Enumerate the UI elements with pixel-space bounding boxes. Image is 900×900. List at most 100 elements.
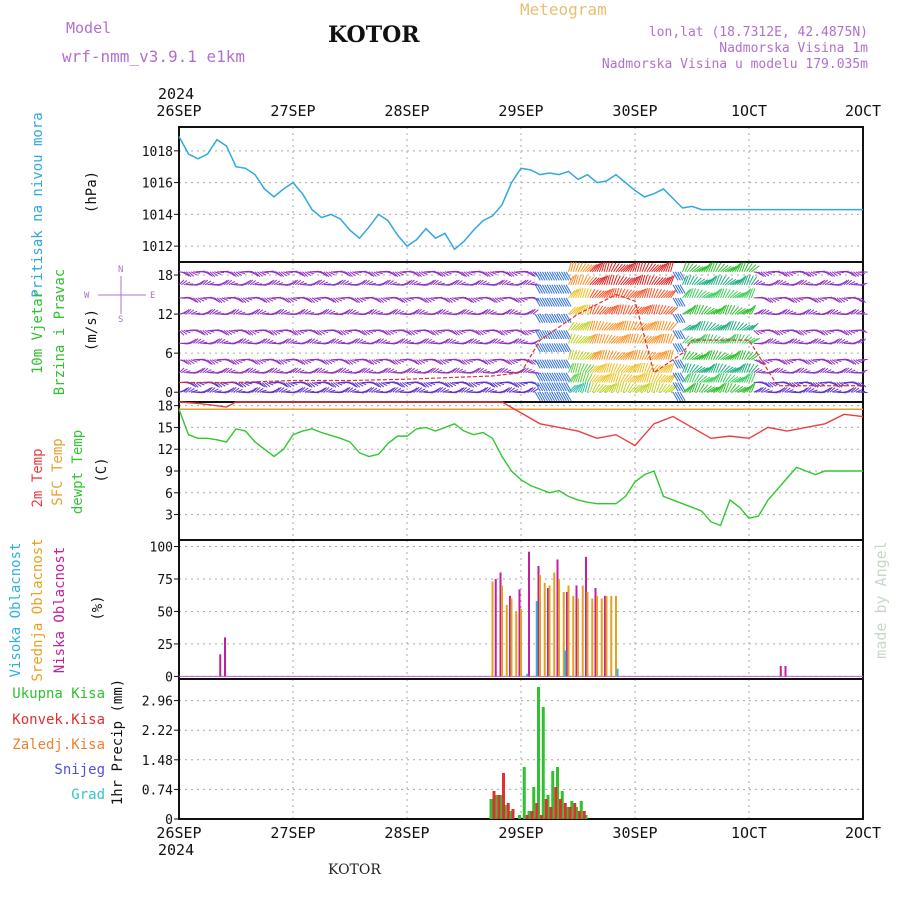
top-year-label: 2024 [158, 85, 194, 103]
bottom-time-tick: 29SEP [498, 824, 543, 842]
wind-barb [380, 339, 388, 344]
wind-barb [287, 382, 295, 387]
wind-barb [803, 329, 811, 334]
wind-barb [615, 321, 622, 331]
wind-barb [729, 305, 736, 315]
wind-barb [558, 359, 565, 369]
wind-barb [347, 271, 353, 278]
wind-barb [603, 373, 610, 383]
wind-barb [428, 329, 434, 336]
wind-barb [421, 271, 428, 275]
wind-barb [665, 374, 674, 383]
wind-barb [306, 382, 313, 388]
wind-barb [570, 306, 579, 315]
top-time-tick: 27SEP [270, 102, 315, 120]
wind-barb [273, 309, 281, 315]
wind-barb [601, 321, 608, 331]
wind-barb [686, 275, 692, 285]
wind-barb [280, 382, 288, 387]
wind-barb [608, 288, 614, 299]
wind-barb [724, 366, 734, 374]
wind-barb [715, 373, 721, 383]
wind-barb [456, 359, 464, 364]
wind-barb [366, 309, 373, 315]
wind-barb [378, 297, 384, 304]
wind-barb [708, 334, 714, 344]
wind-barb [717, 288, 723, 299]
wind-barb [276, 386, 282, 393]
wind-barb [696, 266, 706, 273]
wind-barb [684, 289, 691, 299]
wind-barb [670, 306, 679, 315]
wind-barb [786, 297, 794, 303]
wind-barb [290, 367, 297, 374]
wind-barb [432, 368, 440, 374]
wind-barb [658, 374, 666, 383]
wind-barb [435, 329, 443, 334]
wind-barb [560, 284, 567, 294]
wind-barb [655, 382, 661, 393]
wind-barb [682, 374, 689, 383]
wind-barb [485, 271, 491, 278]
wind-barb [724, 354, 735, 361]
wind-barb [204, 280, 212, 286]
wind-barb [572, 306, 581, 315]
wind-barb [686, 383, 694, 393]
wind-barb [610, 335, 619, 344]
wind-barb [340, 279, 346, 286]
wind-barb [242, 297, 250, 303]
wind-barb [482, 282, 490, 286]
wind-barb [190, 310, 198, 315]
wind-barb [413, 271, 420, 277]
wind-barb [211, 339, 219, 344]
wind-barb [684, 262, 690, 272]
wind-barb [385, 330, 392, 336]
wind-barb [497, 340, 504, 344]
wind-barb [553, 382, 560, 392]
wind-barb [774, 330, 781, 336]
wind-barb [589, 304, 594, 315]
wind-barb [760, 359, 767, 365]
wind-barb [591, 365, 600, 374]
wind-barb [796, 330, 802, 336]
wind-barb [392, 308, 399, 315]
footer-title: KOTOR [328, 862, 381, 878]
wind-barb [482, 308, 489, 315]
wind-barb [311, 329, 319, 335]
wind-barb [430, 279, 437, 286]
wind-barb [328, 338, 335, 344]
wind-barb [701, 366, 711, 374]
wind-barb [485, 308, 491, 315]
wind-barb [572, 362, 577, 373]
header-model-name: wrf-nmm_v3.9.1 e1km [62, 47, 246, 66]
wind-barb [290, 280, 297, 286]
wind-barb [523, 330, 529, 336]
wind-barb [544, 297, 551, 307]
wind-barb [432, 329, 439, 336]
wind-barb [397, 359, 405, 363]
wind-barb [639, 384, 647, 393]
wind-barb [834, 297, 841, 303]
wind-barb [857, 297, 864, 304]
wind-barb [674, 330, 681, 340]
wind-barb [751, 337, 761, 344]
wind-barb [534, 343, 541, 353]
y-tick-label: 0 [165, 670, 173, 685]
wind-barb [677, 313, 684, 324]
wind-barb [325, 271, 332, 277]
wind-barb [504, 271, 511, 277]
wind-barb [836, 297, 843, 304]
wind-barb [731, 351, 739, 360]
wind-barb [257, 309, 264, 315]
wind-barb [513, 311, 521, 315]
bottom-year-label: 2024 [158, 841, 194, 859]
wind-barb [793, 329, 801, 335]
wind-barb [347, 308, 354, 315]
top-time-tick: 29SEP [498, 102, 543, 120]
y-tick-label: 1016 [142, 177, 173, 192]
wind-barb [724, 304, 730, 315]
wind-barb [473, 297, 480, 302]
wind-barb [753, 367, 760, 374]
wind-barb [617, 382, 622, 393]
wind-barb [603, 349, 608, 360]
